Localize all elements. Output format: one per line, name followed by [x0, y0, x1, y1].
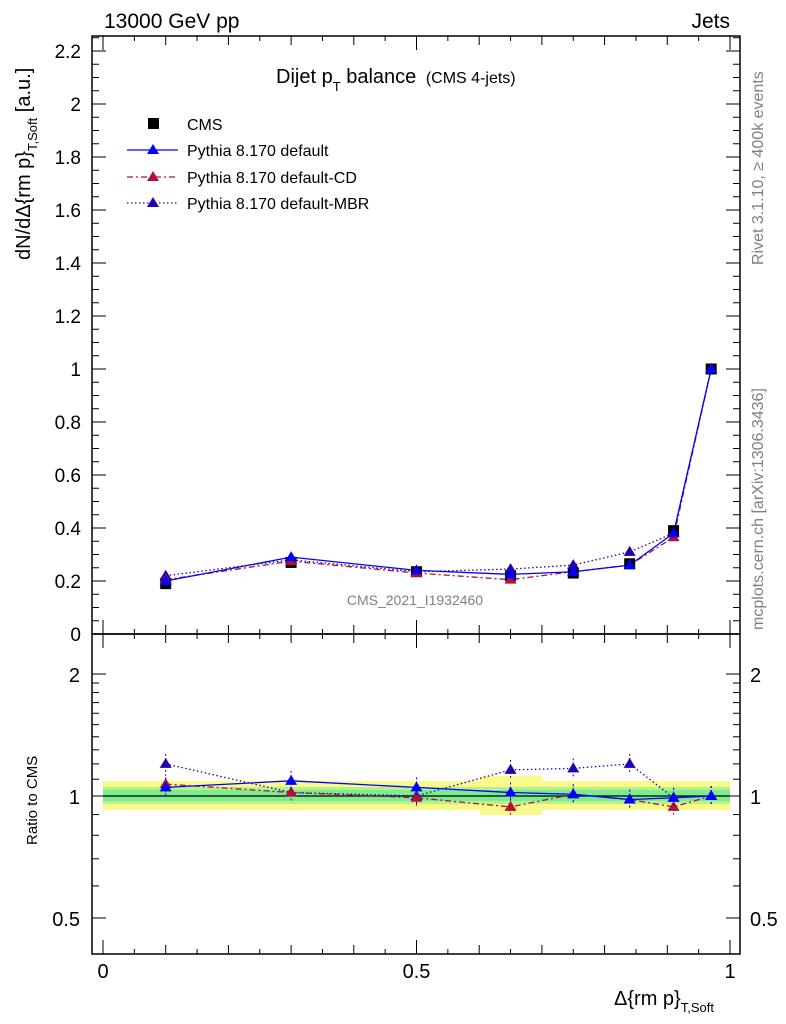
main-line-cd [165, 368, 712, 581]
ratio-marker-default [410, 781, 423, 792]
legend-entry-cms: CMS [148, 117, 223, 134]
ratio-marker-mbr [623, 757, 636, 768]
ratio-series-layer [159, 753, 718, 817]
main-marker-default [567, 565, 580, 576]
ratio-marker-default [285, 774, 298, 785]
ratio-marker-cd [285, 786, 298, 797]
ratio-y-tick-label: 2 [69, 665, 80, 687]
main-marker-cd [504, 573, 517, 584]
header-energy-label: 13000 GeV pp [104, 10, 239, 33]
legend: CMS Pythia 8.170 default Pythia 8.170 de… [127, 117, 369, 213]
main-y-tick-label: 2 [70, 95, 81, 116]
ratio-marker-mbr [567, 762, 580, 773]
ratio-marker-default [705, 790, 718, 800]
main-line-mbr [165, 368, 712, 577]
main-y-axis-label-main: dN/dΔ{rm p} [13, 151, 35, 260]
legend-marker-cd [147, 171, 159, 181]
main-y-axis-label-unit: [a.u.] [13, 68, 35, 118]
ratio-y-tick-label-right: 2 [750, 665, 761, 687]
ratio-x-ticks: 0 0.5 1 [97, 634, 736, 983]
main-marker-mbr [504, 563, 517, 574]
main-line-default [165, 368, 712, 582]
ratio-y-ticks: 0.5 0.5 1 1 2 2 [52, 665, 778, 931]
ratio-marker-default [504, 786, 517, 797]
legend-label-cd: Pythia 8.170 default-CD [187, 170, 357, 187]
main-marker-mbr [623, 545, 636, 556]
legend-entry-default: Pythia 8.170 default [127, 143, 329, 160]
chart-title-main: Dijet p [276, 66, 333, 88]
chart-title-small: (CMS 4-jets) [426, 70, 516, 87]
main-y-tick-label: 1 [70, 360, 81, 381]
main-panel: 0 0.2 0.4 0.6 0.8 1 1.2 1.4 1.6 1.8 2 2.2 CMS_2021_… [13, 35, 741, 646]
main-y-tick-label: 1.6 [55, 201, 81, 222]
legend-entry-mbr: Pythia 8.170 default-MBR [127, 196, 369, 213]
legend-label-cms: CMS [187, 117, 223, 134]
ratio-marker-default [667, 791, 680, 802]
ratio-line-mbr [165, 763, 712, 799]
ratio-marker-cd [410, 791, 423, 802]
main-y-tick-label: 2.2 [55, 42, 81, 63]
main-marker-default [705, 363, 718, 373]
chart-title-rest: balance [341, 66, 417, 88]
main-x-ticks [102, 36, 731, 634]
chart-title: Dijet pT balance (CMS 4-jets) [276, 66, 516, 94]
legend-label-mbr: Pythia 8.170 default-MBR [187, 196, 369, 213]
side-rivet-label: Rivet 3.1.10, ≥ 400k events [750, 71, 767, 265]
ratio-marker-mbr [159, 757, 172, 768]
ratio-marker-cd [504, 800, 517, 811]
legend-label-default: Pythia 8.170 default [187, 143, 329, 160]
main-y-tick-label: 1.2 [55, 307, 81, 328]
ratio-y-tick-label-right: 1 [750, 787, 761, 809]
ratio-line-default [165, 780, 712, 801]
header-jets-label: Jets [691, 10, 730, 33]
ratio-marker-default [567, 788, 580, 799]
x-tick-label: 1 [724, 961, 735, 983]
main-marker-mbr [567, 559, 580, 570]
ratio-y-tick-label-right: 0.5 [750, 909, 778, 931]
side-mcplots-label: mcplots.cern.ch [arXiv:1306.3436] [750, 388, 767, 630]
main-y-tick-label: 0.2 [55, 572, 81, 593]
x-tick-label: 0.5 [403, 961, 431, 983]
ratio-marker-default [623, 793, 636, 804]
main-y-tick-label: 0.4 [55, 519, 82, 540]
main-y-ticks: 0 0.2 0.4 0.6 0.8 1 1.2 1.4 1.6 1.8 2 2.2 [55, 37, 740, 646]
main-series-layer [159, 363, 718, 590]
analysis-watermark: CMS_2021_I1932460 [347, 592, 483, 608]
main-y-axis-label: dN/dΔ{rm p}T,Soft [a.u.] [13, 68, 40, 260]
legend-marker-mbr [147, 197, 159, 207]
ratio-y-tick-label: 0.5 [52, 909, 80, 931]
main-y-tick-label: 1.4 [55, 254, 82, 275]
main-y-tick-label: 0.6 [55, 466, 81, 487]
main-marker-default [285, 551, 298, 562]
main-y-axis-label-sub: T,Soft [25, 117, 40, 151]
main-y-tick-label: 1.8 [55, 148, 81, 169]
x-axis-label-sub: T,Soft [681, 1000, 715, 1015]
legend-marker-default [147, 144, 159, 154]
main-marker-default [504, 568, 517, 579]
main-marker-default [410, 564, 423, 575]
ratio-y-tick-label: 1 [69, 787, 80, 809]
x-axis-label: Δ{rm p}T,Soft [614, 988, 714, 1015]
chart-title-sub: T [333, 79, 341, 94]
ratio-panel: 0.5 0.51 12 2 0 0.5 1 Ratio to CMS Δ{rm p}T,S… [24, 633, 778, 1015]
legend-entry-cd: Pythia 8.170 default-CD [127, 170, 357, 187]
legend-marker-cms [148, 118, 159, 129]
ratio-y-axis-label: Ratio to CMS [24, 756, 41, 845]
main-y-tick-label: 0.8 [55, 413, 81, 434]
main-marker-default [623, 559, 636, 570]
x-tick-label: 0 [97, 961, 108, 983]
main-y-tick-label: 0 [70, 625, 81, 646]
main-marker-default [159, 575, 172, 585]
ratio-marker-cd [667, 800, 680, 811]
ratio-marker-mbr [504, 763, 517, 774]
main-marker-default [667, 527, 680, 538]
ratio-marker-default [159, 781, 172, 792]
x-axis-label-main: Δ{rm p} [614, 988, 681, 1010]
